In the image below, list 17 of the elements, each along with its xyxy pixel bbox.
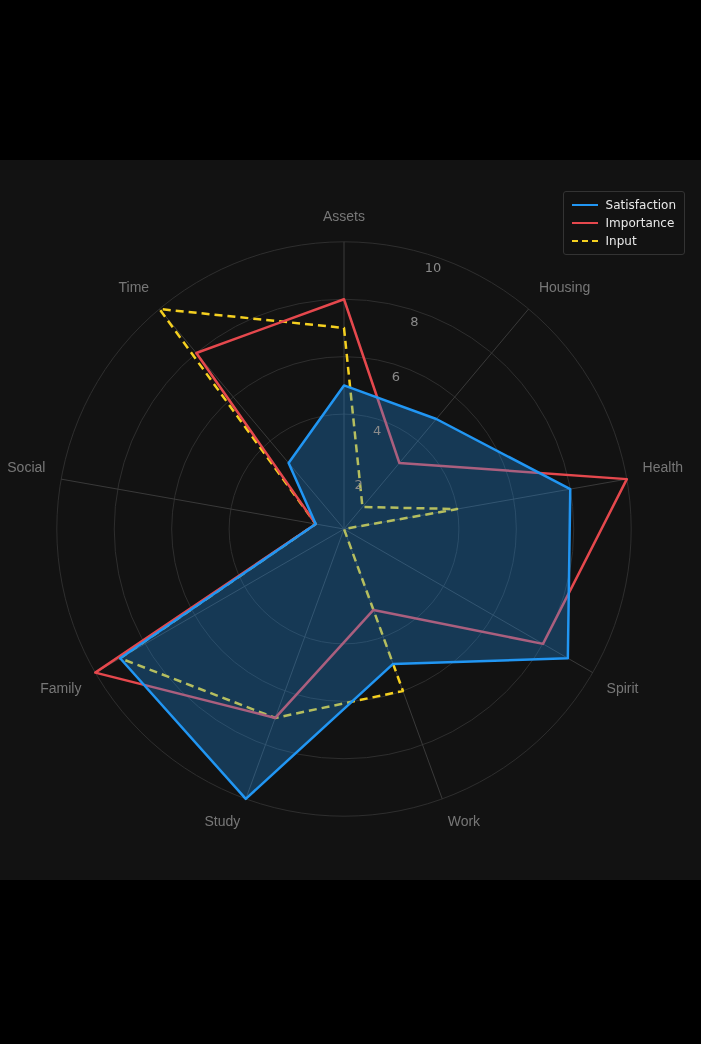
y-tick-label: 8 bbox=[410, 314, 419, 330]
y-tick-label: 6 bbox=[391, 368, 400, 384]
spoke-label: Study bbox=[204, 813, 241, 830]
legend-label: Satisfaction bbox=[605, 198, 676, 212]
legend-label: Input bbox=[605, 234, 637, 248]
spoke-label: Social bbox=[7, 458, 46, 475]
y-tick-label: 10 bbox=[424, 259, 442, 275]
y-tick-label: 4 bbox=[373, 423, 382, 439]
spoke-label: Health bbox=[642, 458, 684, 475]
legend-label: Importance bbox=[605, 216, 675, 230]
spoke-label: Housing bbox=[538, 279, 591, 296]
spoke-label: Family bbox=[40, 679, 82, 696]
spoke-label: Time bbox=[118, 279, 150, 296]
spoke-label: Spirit bbox=[606, 679, 639, 696]
spoke-label: Work bbox=[447, 813, 482, 830]
spoke-label: Assets bbox=[322, 208, 366, 225]
y-tick-label: 2 bbox=[354, 477, 363, 493]
